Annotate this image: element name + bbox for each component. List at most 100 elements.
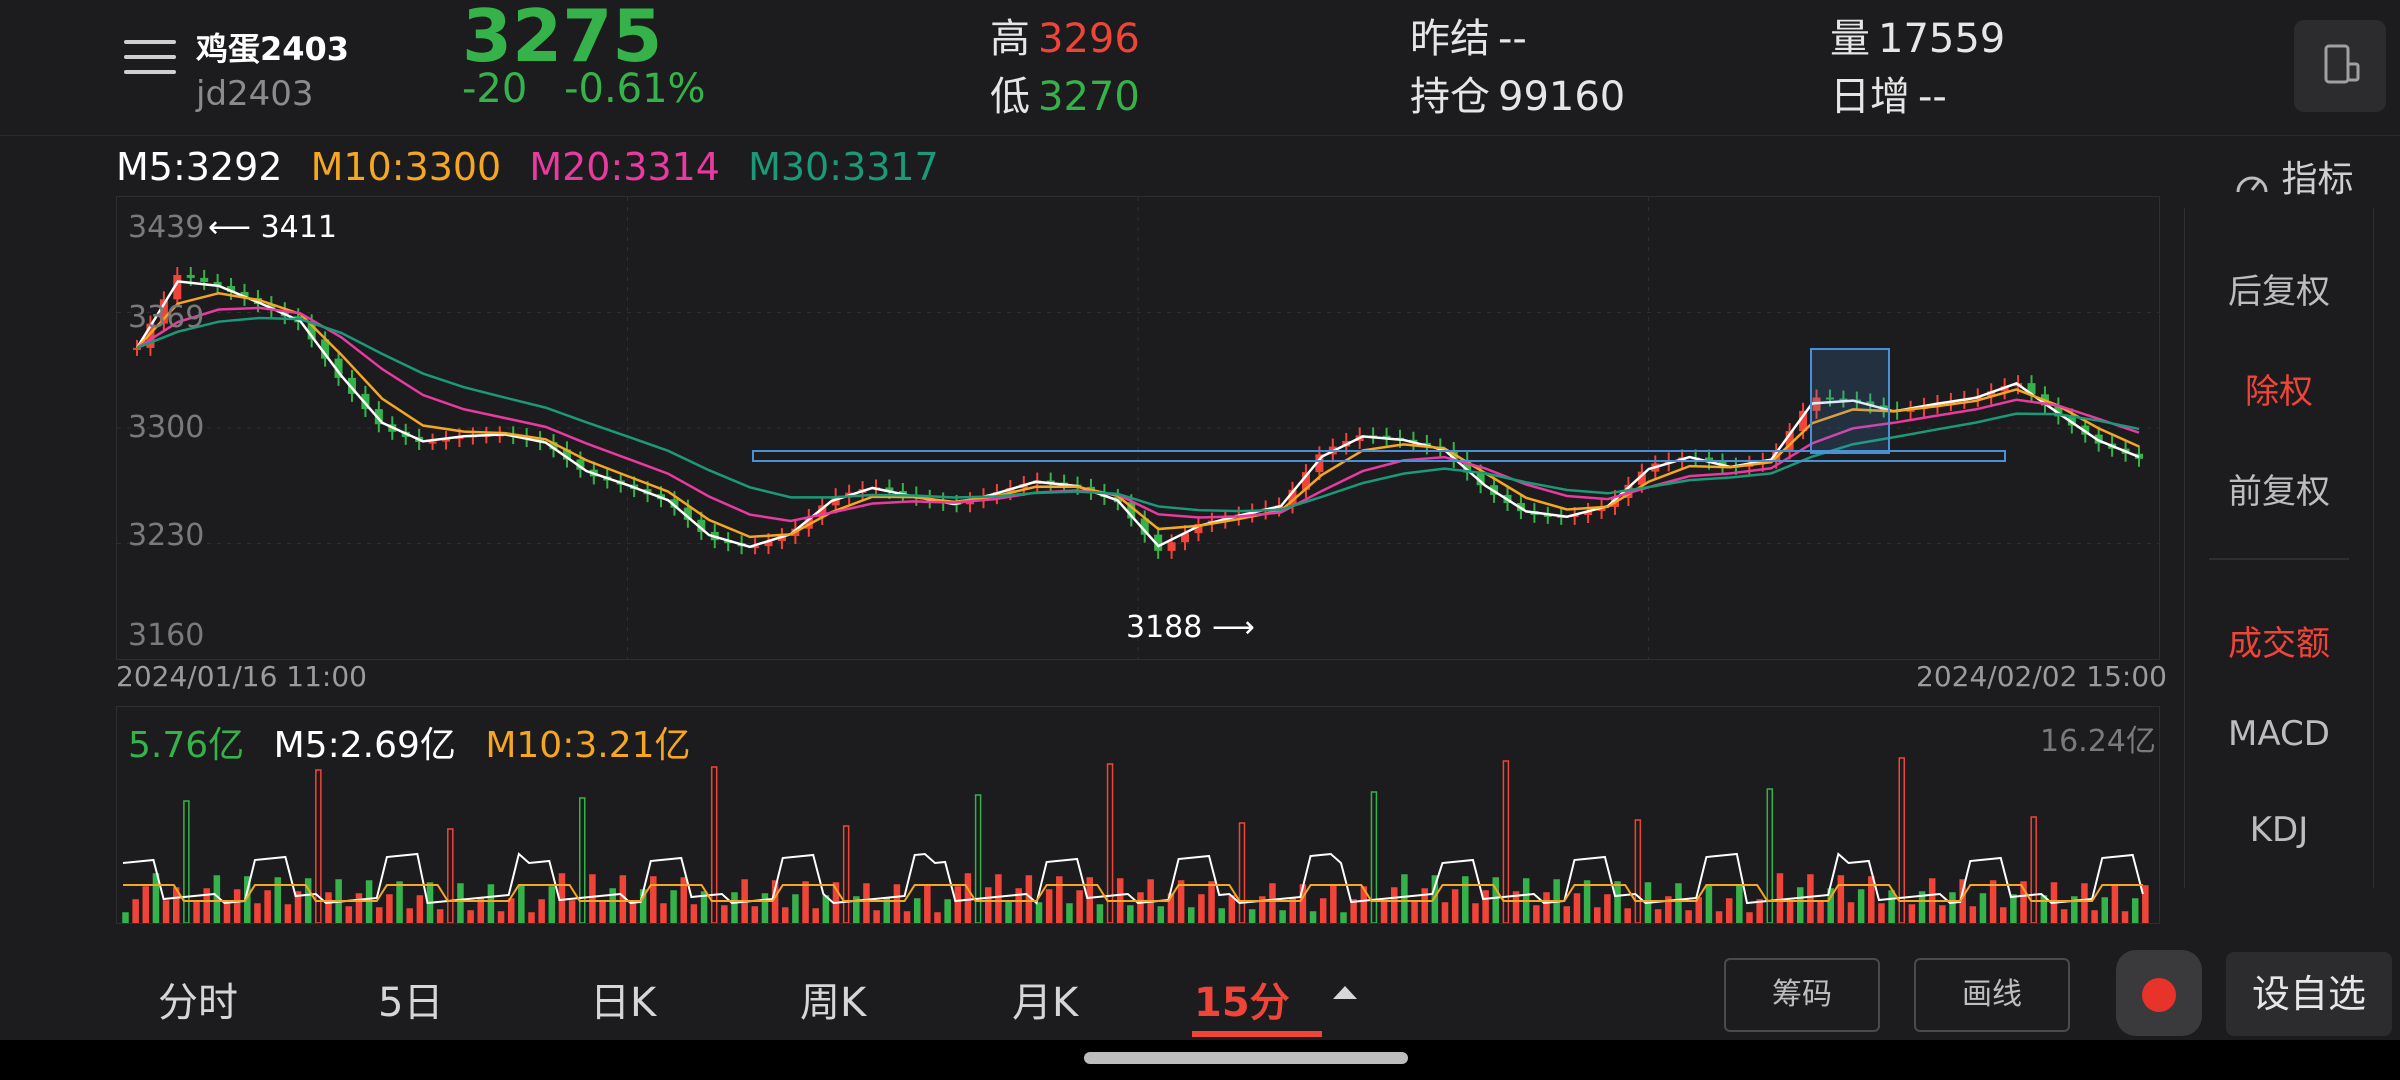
pre-adjust-option[interactable]: 前复权	[2228, 472, 2330, 512]
candle-body	[2027, 383, 2036, 395]
candle-body	[1476, 472, 1485, 486]
y-tick: 3300	[128, 410, 205, 445]
max-annotation-value: 3411	[260, 210, 337, 245]
candle-body	[133, 347, 141, 350]
add-watchlist-button[interactable]: 设自选	[2226, 952, 2392, 1036]
volume-bar	[1939, 905, 1946, 924]
indicator-button[interactable]: 指标	[2234, 150, 2353, 202]
volume-bar	[761, 893, 769, 924]
volume-bar	[903, 911, 911, 924]
volume-bar	[2121, 911, 2129, 924]
volume-bar	[264, 890, 271, 924]
side-menu: 后复权 除权 前复权 成交额 MACD KDJ	[2184, 208, 2374, 888]
volume-bar	[152, 873, 160, 924]
record-button[interactable]	[2116, 950, 2202, 1036]
volume-bar	[1786, 900, 1794, 924]
volume-bar	[1238, 822, 1246, 924]
volume-bar	[1127, 905, 1134, 924]
volume-bar	[355, 893, 363, 924]
volume-bar	[1035, 902, 1043, 924]
tab-weekly-k[interactable]: 周K	[800, 980, 867, 1026]
candle-body	[1127, 502, 1136, 519]
volume-bar	[497, 911, 505, 924]
candle-body	[1194, 524, 1203, 534]
candle-body	[549, 442, 558, 450]
ma10-value: M10:3300	[310, 145, 502, 189]
candle-body	[1301, 472, 1310, 490]
volume-bar	[2131, 898, 2139, 924]
chips-button[interactable]: 筹码	[1724, 958, 1880, 1032]
landscape-toggle-button[interactable]	[2294, 20, 2386, 112]
kdj-option[interactable]: KDJ	[2249, 810, 2309, 850]
change-percent: -0.61%	[564, 66, 706, 112]
volume-bar	[345, 906, 353, 924]
volume-bar	[1157, 906, 1165, 924]
volume-bar	[1807, 874, 1814, 924]
macd-option[interactable]: MACD	[2228, 714, 2330, 754]
tab-monthly-k[interactable]: 月K	[1012, 980, 1079, 1026]
post-adjust-option[interactable]: 后复权	[2228, 272, 2330, 312]
caret-up-icon[interactable]	[1330, 982, 1360, 1002]
candle-body	[1315, 454, 1324, 473]
open-interest-stat: 持仓 99160	[1410, 64, 1625, 122]
menu-icon[interactable]	[124, 40, 176, 88]
current-turnover: 5.76亿	[128, 725, 245, 766]
phone-rotate-icon	[2324, 44, 2360, 84]
volume-bar	[934, 912, 941, 924]
tab-daily-k[interactable]: 日K	[590, 980, 657, 1026]
ex-rights-option[interactable]: 除权	[2245, 372, 2313, 412]
min-annotation: 3188 ⟶	[1126, 610, 1255, 645]
candle-body	[321, 339, 330, 359]
volume-bar	[376, 907, 383, 924]
gauge-icon	[2236, 176, 2268, 193]
home-indicator[interactable]	[1084, 1052, 1408, 1064]
volume-bar	[416, 895, 424, 924]
start-date: 2024/01/16 11:00	[116, 660, 367, 693]
volume-bar	[1817, 901, 1824, 924]
candle-body	[1825, 397, 1834, 400]
volume-bar	[995, 874, 1002, 924]
volume-bar	[1614, 881, 1621, 924]
tab-5day[interactable]: 5日	[378, 980, 444, 1026]
volume-bar	[568, 900, 576, 924]
volume-bar	[396, 881, 403, 924]
tab-intraday[interactable]: 分时	[158, 980, 238, 1026]
volume-bar	[1878, 903, 1885, 924]
candle-body	[334, 358, 343, 378]
volume-bar	[1462, 876, 1469, 924]
volume-bar	[670, 890, 677, 924]
candle-body	[374, 409, 383, 425]
volume-bar	[2081, 883, 2088, 924]
low-label: 低	[990, 74, 1030, 120]
indicator-label: 指标	[2281, 159, 2354, 200]
volume-bar	[650, 876, 657, 924]
volume-bar	[507, 898, 515, 924]
volume-bar	[751, 906, 759, 924]
turnover-option[interactable]: 成交额	[2228, 624, 2330, 664]
volume-bar	[579, 797, 586, 924]
volume-bar	[1949, 892, 1956, 924]
prev-settle-label: 昨结	[1410, 16, 1490, 62]
volume-bar	[1533, 905, 1540, 924]
volume-bar	[985, 887, 992, 924]
volume-bar	[487, 884, 495, 924]
candle-body	[1624, 484, 1633, 499]
volume-bar	[1543, 892, 1550, 924]
volume-bar	[629, 902, 637, 924]
last-price: 3275	[462, 0, 663, 78]
volume-bar	[254, 903, 261, 924]
tab-15min[interactable]: 15分	[1194, 980, 1290, 1026]
volume-bar	[213, 875, 221, 924]
drawn-range-box	[752, 450, 2006, 462]
volume-bar	[1756, 899, 1763, 924]
kline-chart[interactable]	[116, 196, 2160, 660]
candle-body	[1987, 391, 1996, 397]
candle-body	[1382, 435, 1391, 438]
volume-bar	[1330, 885, 1337, 924]
volume-stat: 量 17559	[1830, 6, 2005, 64]
turnover-chart[interactable]	[116, 706, 2160, 924]
volume-bar	[1695, 897, 1702, 924]
volume-bar	[1969, 906, 1977, 924]
draw-line-button[interactable]: 画线	[1914, 958, 2070, 1032]
volume-bar	[132, 899, 139, 924]
